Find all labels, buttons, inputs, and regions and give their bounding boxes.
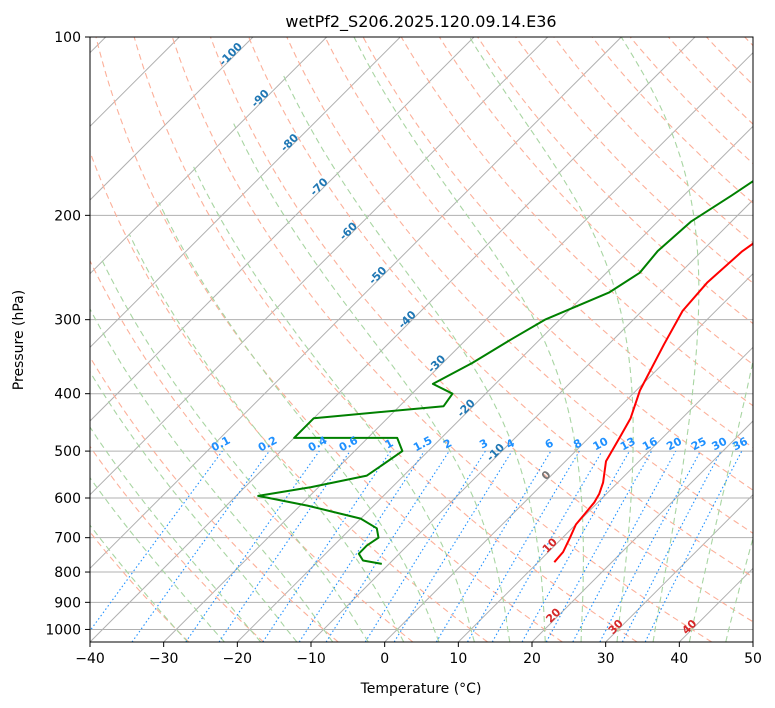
moist-adiabat: [90, 307, 334, 642]
x-tick-label: 40: [670, 651, 688, 667]
dewpoint-line: [257, 179, 753, 565]
isotherm: [531, 420, 753, 642]
mixing-ratio-label: 36: [730, 435, 750, 454]
moist-adiabat: [725, 536, 753, 642]
isotherm: [90, 37, 549, 496]
mixing-ratio-line: [467, 450, 580, 642]
moist-adiabat: [353, 37, 584, 642]
y-tick-label: 800: [54, 565, 81, 581]
dry-adiabat: [591, 37, 753, 204]
mixing-ratio-line: [90, 450, 223, 632]
isotherm: [90, 37, 622, 570]
x-tick-label: −30: [149, 651, 179, 667]
moist-adiabat: [128, 233, 405, 642]
plot-frame: [89, 36, 754, 643]
moist-adiabat: [90, 476, 225, 642]
moist-adiabat: [99, 256, 369, 642]
y-tick-label: 600: [54, 491, 81, 507]
isotherm: [605, 493, 753, 642]
isotherm: [163, 51, 753, 642]
chart-title: wetPf2_S206.2025.120.09.14.E36: [285, 12, 556, 32]
isotherm: [457, 346, 753, 642]
x-tick-label: −10: [296, 651, 326, 667]
mixing-ratio-label: 16: [640, 435, 660, 454]
y-tick-label: 900: [54, 595, 81, 611]
dry-adiabat: [362, 37, 753, 449]
dry-adiabat: [248, 37, 753, 578]
temperature-line: [553, 242, 753, 563]
mixing-ratio-line: [131, 450, 270, 642]
dry-adiabat: [515, 37, 753, 284]
dry-adiabat: [209, 37, 753, 623]
isotherm: [90, 37, 401, 349]
dry-adiabat: [90, 445, 264, 642]
mixing-ratio-label: 20: [664, 434, 684, 453]
isotherm: [384, 272, 753, 642]
mixing-ratio-line: [393, 450, 513, 642]
x-tick-label: 10: [449, 651, 467, 667]
x-tick-label: 50: [744, 651, 762, 667]
y-tick-label: 200: [54, 208, 81, 224]
y-tick-label: 700: [54, 531, 81, 547]
mixing-ratio-label: 13: [618, 435, 638, 454]
moist-adiabat: [158, 201, 440, 642]
y-tick-label: 300: [54, 313, 81, 329]
isotherm: [236, 125, 753, 642]
dry-adiabat: [629, 37, 753, 165]
dry-adiabat: [90, 259, 414, 642]
x-axis: −40 −30 −20 −10 0 10 20 30 40 50: [75, 642, 762, 667]
isotherm: [90, 37, 475, 422]
y-axis-label: Pressure (hPa): [11, 290, 27, 390]
x-tick-label: 0: [380, 651, 389, 667]
mixing-ratio-line: [185, 450, 320, 642]
dry-adiabat: [171, 37, 712, 642]
y-axis: 100 200 300 400 500 600 700 800 900 1000: [45, 30, 90, 638]
mixing-ratio-line: [545, 450, 653, 642]
mixing-ratio-label: 30: [710, 435, 730, 454]
mixing-ratio-line: [435, 450, 552, 642]
x-tick-label: −40: [75, 651, 105, 667]
mixing-ratio-line: [325, 450, 450, 642]
y-tick-label: 100: [54, 30, 81, 46]
dry-adiabat: [133, 37, 638, 642]
isotherm: [90, 37, 254, 201]
mixing-ratio-line: [491, 450, 603, 642]
dry-adiabat: [324, 37, 753, 491]
moist-adiabat: [192, 165, 475, 642]
mixing-ratio-label: 25: [689, 435, 709, 454]
x-tick-label: −20: [223, 651, 253, 667]
y-tick-label: 400: [54, 387, 81, 403]
moist-adiabat: [688, 358, 753, 642]
mixing-ratio-line: [364, 450, 486, 642]
mixing-ratio-line: [521, 450, 630, 642]
moist-adiabat: [90, 524, 189, 642]
moist-adiabat: [620, 37, 700, 642]
moist-adiabat: [281, 72, 546, 642]
dry-adiabat: [477, 37, 753, 325]
mixing-ratio-line: [572, 450, 677, 642]
isotherm: [90, 37, 696, 642]
isotherm: [90, 37, 328, 275]
x-tick-label: 20: [523, 651, 541, 667]
y-tick-label: 1000: [45, 622, 81, 638]
moist-adiabat: [469, 37, 634, 642]
plot-area: [90, 37, 753, 642]
y-tick-label: 500: [54, 444, 81, 460]
dry-adiabat: [400, 37, 753, 407]
x-tick-label: 30: [597, 651, 615, 667]
moist-adiabat: [233, 123, 511, 642]
moist-adiabat: [90, 370, 298, 642]
x-axis-label: Temperature (°C): [360, 681, 482, 697]
mixing-ratio-label: 10: [591, 434, 611, 453]
